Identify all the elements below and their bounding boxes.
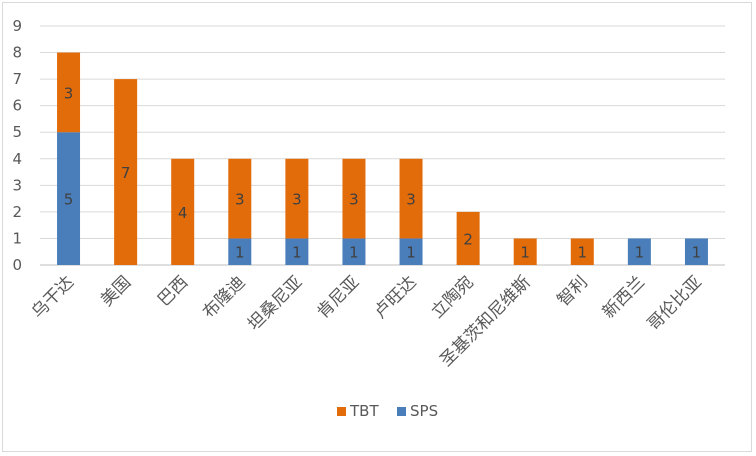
- gridlines: [40, 25, 725, 266]
- data-label: 1: [406, 244, 416, 262]
- y-tick-label: 3: [12, 176, 22, 194]
- bars: 5 3 7 4 1 3 1 3 1 3 1 3 2 1 1 1 1: [57, 52, 708, 265]
- legend-label-sps: SPS: [410, 402, 438, 420]
- bar-sps: [627, 238, 651, 265]
- x-tick-label: 立陶宛: [427, 272, 477, 322]
- x-tick-label: 肯尼亚: [313, 272, 363, 322]
- x-tick-label: 哥伦比亚: [644, 272, 706, 334]
- data-label: 1: [578, 244, 588, 262]
- bar-tbt: [228, 158, 252, 239]
- data-label: 3: [406, 191, 416, 209]
- x-tick-label: 智利: [554, 272, 592, 310]
- data-label: 3: [64, 84, 74, 102]
- data-label: 5: [64, 191, 74, 209]
- data-label: 1: [635, 244, 645, 262]
- bar-tbt: [114, 79, 138, 265]
- bar-tbt: [285, 158, 309, 239]
- x-tick-label: 新西兰: [599, 272, 649, 322]
- data-label: 1: [349, 244, 359, 262]
- bar-sps: [342, 238, 366, 265]
- bar-sps: [57, 132, 81, 265]
- bar-sps: [399, 238, 423, 265]
- legend-swatch-tbt: [337, 407, 346, 416]
- legend-label-tbt: TBT: [349, 402, 379, 420]
- bar-sps: [228, 238, 252, 265]
- x-tick-label: 乌干达: [28, 272, 78, 322]
- x-tick-label: 坦桑尼亚: [244, 272, 306, 334]
- data-label: 3: [292, 191, 302, 209]
- data-label: 3: [349, 191, 359, 209]
- data-label: 2: [463, 230, 473, 248]
- data-label: 7: [121, 164, 131, 182]
- x-tick-label: 美国: [97, 272, 135, 310]
- y-tick-label: 2: [12, 203, 22, 221]
- bar-tbt: [456, 211, 480, 265]
- x-tick-label: 卢旺达: [370, 272, 420, 322]
- x-tick-label: 巴西: [154, 272, 192, 310]
- y-tick-label: 0: [12, 256, 22, 274]
- y-tick-label: 5: [12, 123, 22, 141]
- bar-tbt: [342, 158, 366, 239]
- legend: TBT SPS: [337, 402, 438, 420]
- bar-tbt: [570, 238, 594, 265]
- data-label: 1: [692, 244, 702, 262]
- data-label: 4: [178, 204, 188, 222]
- legend-swatch-sps: [397, 407, 406, 416]
- data-label: 1: [520, 244, 530, 262]
- data-label: 1: [235, 244, 245, 262]
- bar-sps: [285, 238, 309, 265]
- y-axis: 0 1 2 3 4 5 6 7 8 9: [12, 17, 22, 274]
- bar-tbt: [399, 158, 423, 239]
- bar-tbt: [171, 158, 195, 265]
- y-tick-label: 4: [12, 150, 22, 168]
- bar-tbt: [57, 52, 81, 133]
- x-tick-label: 布隆迪: [199, 272, 249, 322]
- y-tick-label: 8: [12, 44, 22, 62]
- bar-sps: [684, 238, 708, 265]
- y-tick-label: 9: [12, 17, 22, 35]
- bar-tbt: [513, 238, 537, 265]
- y-tick-label: 7: [12, 70, 22, 88]
- y-tick-label: 6: [12, 97, 22, 115]
- y-tick-label: 1: [12, 229, 22, 247]
- data-label: 1: [292, 244, 302, 262]
- data-label: 3: [235, 191, 245, 209]
